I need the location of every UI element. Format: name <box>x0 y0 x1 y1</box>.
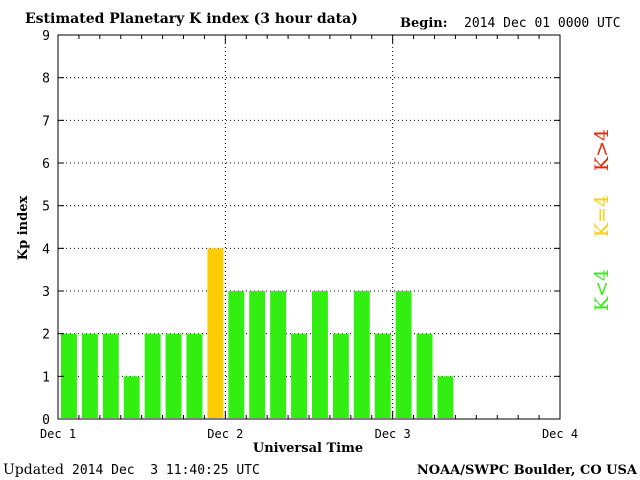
y-tick-label: 8 <box>42 72 50 87</box>
legend-above-4: K>4 <box>591 129 613 171</box>
x-tick-label: Dec 1 <box>40 427 76 441</box>
y-ticks: 0 1 2 3 4 5 6 7 8 9 <box>42 29 560 428</box>
x-tick-label: Dec 2 <box>207 427 243 441</box>
kp-bar <box>291 333 307 418</box>
x-ticks: Dec 1 Dec 2 Dec 3 Dec 4 <box>40 35 578 441</box>
legend-equal-4: K=4 <box>591 195 613 237</box>
kp-bar <box>374 333 391 418</box>
kp-bar <box>165 333 182 418</box>
y-tick-label: 4 <box>42 242 50 257</box>
kp-bar <box>207 248 224 418</box>
chart-title: Estimated Planetary K index (3 hour data… <box>25 11 358 27</box>
kp-bar <box>437 376 454 418</box>
legend-below-4: K<4 <box>591 269 613 311</box>
kp-bar <box>102 333 119 418</box>
kp-bar <box>249 291 266 418</box>
y-tick-label: 6 <box>42 157 50 172</box>
kp-bar <box>81 333 98 418</box>
updated-label: Updated <box>3 462 64 478</box>
kp-bar <box>144 333 161 418</box>
y-tick-label: 1 <box>42 370 50 385</box>
begin-value: 2014 Dec 01 0000 UTC <box>464 16 621 31</box>
y-tick-label: 7 <box>42 114 50 129</box>
kp-bar <box>123 376 140 418</box>
y-tick-label: 2 <box>42 328 50 343</box>
y-axis-label: Kp index <box>16 196 31 261</box>
begin-label: Begin: <box>400 16 448 31</box>
y-tick-label: 0 <box>42 413 50 428</box>
kp-bar <box>270 291 287 418</box>
plot-frame <box>57 34 561 420</box>
y-tick-label: 5 <box>42 200 50 215</box>
x-tick-label: Dec 3 <box>375 427 411 441</box>
y-tick-label: 3 <box>42 285 50 300</box>
grid-lines <box>58 35 560 419</box>
kp-bar <box>61 333 77 418</box>
x-axis-label: Universal Time <box>253 441 363 456</box>
bars-group <box>61 248 454 418</box>
kp-bar <box>353 291 370 418</box>
kp-bar <box>416 333 433 418</box>
credit-text: NOAA/SWPC Boulder, CO USA <box>417 463 638 478</box>
kp-bar <box>312 291 328 418</box>
kp-bar <box>395 291 412 418</box>
updated-value: 2014 Dec 3 11:40:25 UTC <box>72 463 260 478</box>
x-tick-label: Dec 4 <box>542 427 578 441</box>
kp-bar <box>332 333 349 418</box>
kp-bar <box>228 291 245 418</box>
y-tick-label: 9 <box>42 29 50 44</box>
kp-bar <box>186 333 203 418</box>
